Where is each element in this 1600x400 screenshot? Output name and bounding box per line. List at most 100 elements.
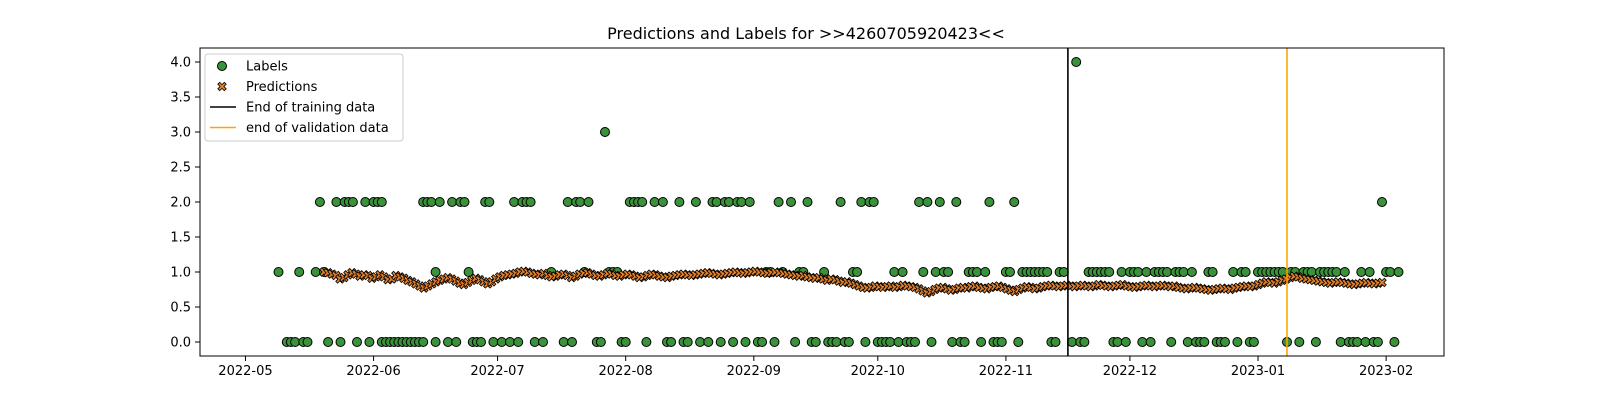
- label-point: [525, 197, 536, 207]
- label-point: [1166, 337, 1177, 347]
- label-point: [1112, 337, 1123, 347]
- label-point: [893, 337, 904, 347]
- label-point: [959, 337, 970, 347]
- y-tick-label: 3.0: [170, 126, 191, 141]
- label-point: [484, 197, 495, 207]
- label-point: [802, 197, 813, 207]
- legend-label: end of validation data: [246, 121, 389, 136]
- label-point: [273, 267, 284, 277]
- label-point: [1050, 337, 1061, 347]
- label-point: [314, 197, 325, 207]
- label-point: [558, 337, 569, 347]
- label-point: [1071, 57, 1082, 67]
- label-point: [583, 197, 594, 207]
- x-tick-label: 2022-11: [979, 364, 1033, 379]
- y-tick-label: 4.0: [170, 56, 191, 71]
- label-point: [1013, 337, 1024, 347]
- y-tick-label: 0.0: [170, 336, 191, 351]
- label-point: [976, 337, 987, 347]
- label-point: [910, 337, 920, 347]
- label-point: [1385, 267, 1396, 277]
- x-tick-label: 2022-06: [346, 364, 400, 379]
- label-point: [757, 337, 768, 347]
- label-point: [831, 337, 842, 347]
- label-point: [447, 197, 458, 207]
- y-tick-label: 0.5: [170, 301, 191, 316]
- label-point: [335, 337, 346, 347]
- label-point: [463, 267, 474, 277]
- label-point: [496, 337, 507, 347]
- data-layer: [273, 57, 1404, 347]
- label-point: [860, 337, 871, 347]
- label-point: [703, 337, 714, 347]
- label-point: [529, 337, 540, 347]
- label-point: [943, 267, 954, 277]
- legend-label: End of training data: [246, 101, 375, 116]
- y-tick-label: 1.5: [170, 231, 191, 246]
- label-point: [790, 337, 801, 347]
- label-point: [1141, 267, 1152, 277]
- label-point: [443, 337, 453, 347]
- label-point: [294, 267, 305, 277]
- label-point: [1335, 337, 1346, 347]
- label-point: [690, 197, 701, 207]
- label-point: [728, 337, 739, 347]
- label-point: [1178, 267, 1189, 277]
- legend-box: [204, 53, 404, 142]
- label-point: [1232, 337, 1243, 347]
- label-point: [575, 197, 586, 207]
- label-point: [1220, 337, 1230, 347]
- label-point: [1360, 337, 1371, 347]
- label-point: [1240, 267, 1251, 277]
- y-tick-label: 2.5: [170, 161, 191, 176]
- label-point: [649, 197, 660, 207]
- label-point: [513, 337, 524, 347]
- label-point: [856, 197, 867, 207]
- label-point: [918, 267, 929, 277]
- label-point: [1339, 267, 1350, 277]
- label-point: [1393, 267, 1404, 277]
- label-point: [852, 267, 863, 277]
- label-point: [1364, 267, 1375, 277]
- x-tick-label: 2022-08: [599, 364, 653, 379]
- label-point: [323, 337, 334, 347]
- label-point: [360, 197, 371, 207]
- legend-label: Labels: [246, 60, 288, 75]
- label-point: [922, 197, 933, 207]
- label-point: [641, 337, 652, 347]
- label-point: [996, 337, 1007, 347]
- label-point: [1389, 337, 1400, 347]
- x-tick-label: 2022-12: [1103, 364, 1157, 379]
- chart-title: Predictions and Labels for >>42607059204…: [607, 24, 1005, 43]
- label-point: [682, 337, 693, 347]
- label-point: [620, 337, 631, 347]
- label-point: [1120, 337, 1131, 347]
- y-axis: 0.0 0.5 1.0 1.5 2.0 2.5 3.0 3.5 4.0: [170, 56, 200, 351]
- label-point: [1228, 267, 1239, 277]
- label-point: [310, 267, 321, 277]
- label-point: [1067, 337, 1077, 347]
- x-tick-label: 2022-07: [470, 364, 524, 379]
- label-point: [434, 197, 445, 207]
- label-point: [740, 337, 751, 347]
- y-tick-label: 3.5: [170, 91, 191, 106]
- label-point: [951, 197, 962, 207]
- legend-labels-marker: [217, 61, 227, 71]
- label-point: [567, 337, 577, 347]
- x-tick-label: 2022-10: [851, 364, 905, 379]
- label-point: [459, 197, 470, 207]
- label-point: [1058, 267, 1069, 277]
- legend-label: Predictions: [246, 80, 318, 95]
- label-point: [1145, 337, 1156, 347]
- label-point: [843, 337, 854, 347]
- label-point: [430, 267, 441, 277]
- label-point: [711, 197, 722, 207]
- label-point: [810, 337, 821, 347]
- label-point: [426, 197, 437, 207]
- legend: Labels Predictions End of training data end…: [204, 53, 404, 142]
- label-point: [1116, 267, 1127, 277]
- label-point: [595, 337, 606, 347]
- label-point: [897, 267, 908, 277]
- label-point: [488, 337, 499, 347]
